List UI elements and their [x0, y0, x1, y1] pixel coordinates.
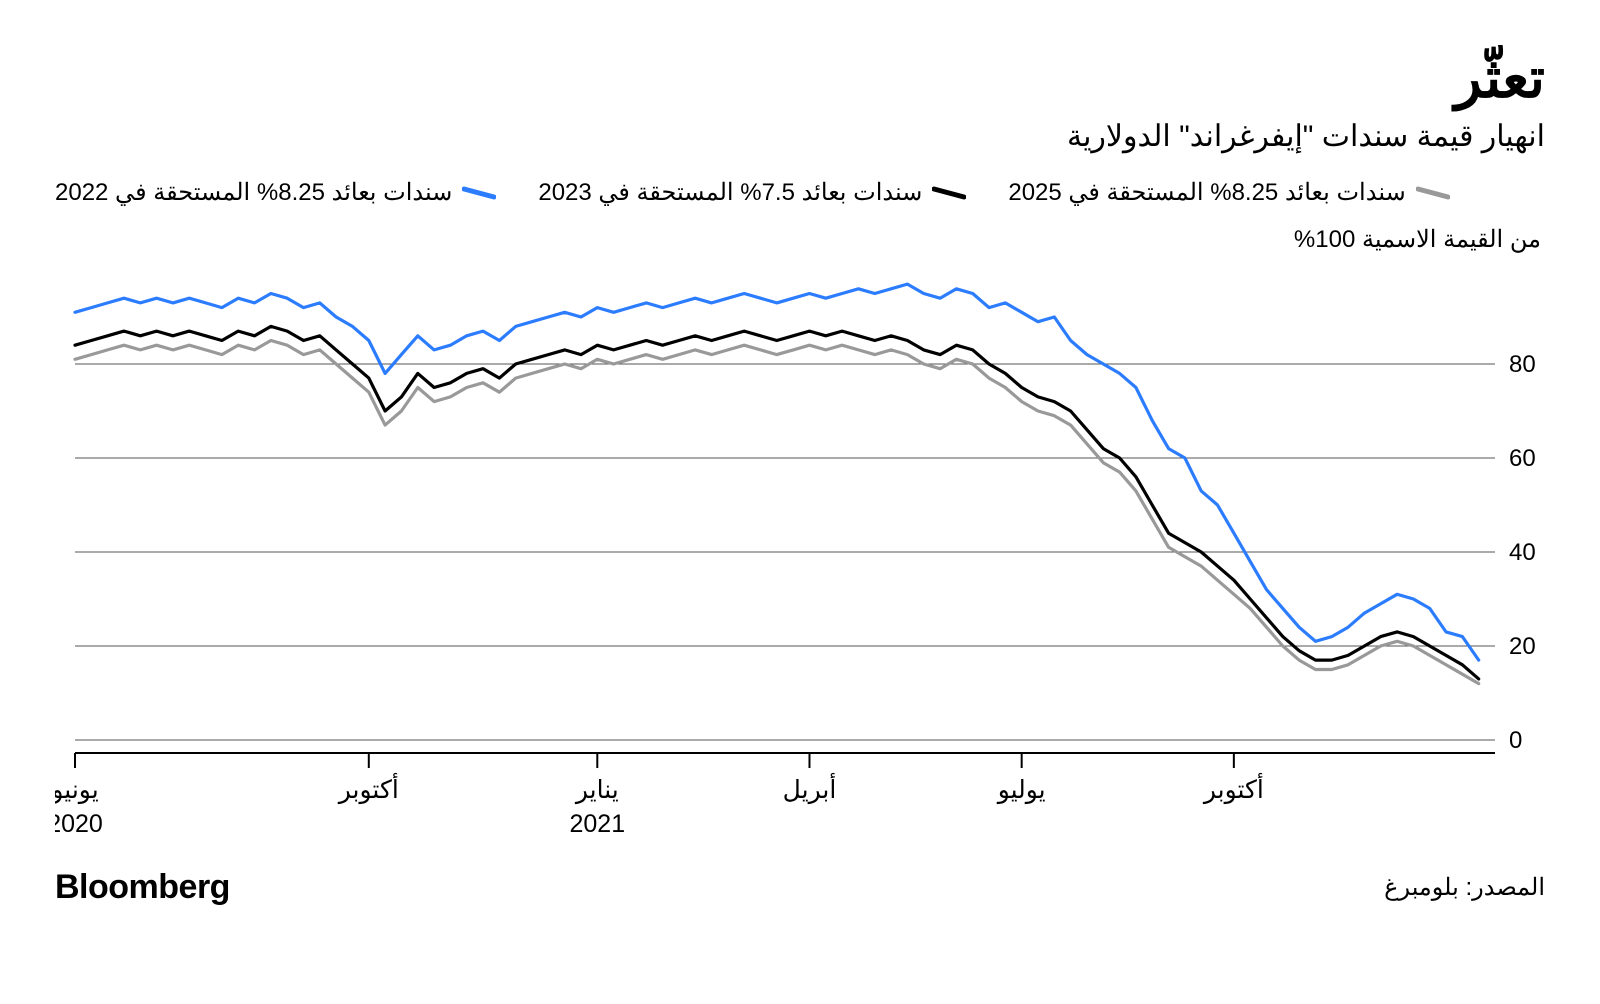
legend-item: سندات بعائد 8.25% المستحقة في 2022: [55, 178, 496, 207]
legend-swatch-icon: [1416, 183, 1450, 203]
legend-item: سندات بعائد 7.5% المستحقة في 2023: [538, 178, 966, 207]
x-tick-label: يوليو: [996, 776, 1046, 805]
legend-item: سندات بعائد 8.25% المستحقة في 2025: [1008, 178, 1449, 207]
legend-swatch-icon: [462, 183, 496, 203]
series-line: [75, 341, 1479, 684]
x-tick-year: 2021: [569, 810, 625, 838]
y-tick-label: 20: [1509, 633, 1536, 660]
legend-swatch-icon: [932, 183, 966, 203]
y-tick-label: 80: [1509, 351, 1536, 378]
brand-logo: Bloomberg: [55, 868, 230, 907]
y-tick-label: 40: [1509, 539, 1536, 566]
x-tick-label: يونيو: [55, 776, 99, 805]
x-tick-year: 2020: [55, 810, 103, 838]
chart-title: تعثّر: [55, 45, 1545, 111]
line-chart: 0 20 40 60 80: [55, 260, 1555, 750]
y-tick-label: 0: [1509, 727, 1522, 750]
x-tick-label: يناير: [574, 776, 619, 805]
source-text: المصدر: بلومبرغ: [1384, 873, 1545, 902]
legend: سندات بعائد 8.25% المستحقة في 2022 سندات …: [55, 178, 1545, 207]
x-tick-label: أكتوبر: [337, 772, 399, 805]
y-tick-label: 60: [1509, 445, 1536, 472]
x-axis: يونيو 2020 أكتوبر يناير 2021 أبريل يوليو أكتوبر: [55, 750, 1555, 860]
x-axis-labels: يونيو 2020 أكتوبر يناير 2021 أبريل يوليو أكتوبر: [55, 750, 1545, 860]
chart-area: 0 20 40 60 80: [55, 260, 1545, 750]
legend-label: سندات بعائد 8.25% المستحقة في 2022: [55, 178, 452, 207]
y-axis-title: من القيمة الاسمية 100%: [55, 225, 1545, 254]
x-tick-label: أكتوبر: [1202, 772, 1264, 805]
x-tick-label: أبريل: [783, 772, 837, 805]
chart-subtitle: انهيار قيمة سندات "إيفرغراند" الدولارية: [55, 119, 1545, 154]
series-line: [75, 326, 1479, 679]
legend-label: سندات بعائد 7.5% المستحقة في 2023: [538, 178, 922, 207]
legend-label: سندات بعائد 8.25% المستحقة في 2025: [1008, 178, 1405, 207]
